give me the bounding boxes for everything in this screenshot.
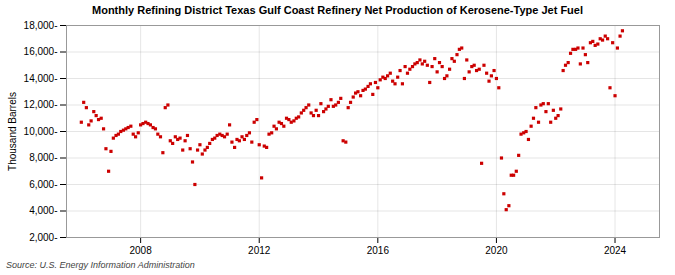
svg-text:Thousand Barrels: Thousand Barrels xyxy=(7,92,18,171)
svg-text:2,000-: 2,000- xyxy=(29,232,57,243)
html-text:Source: U.S. Energy Informatio: Source: U.S. Energy Information Administ… xyxy=(6,260,195,270)
svg-text:8,000-: 8,000- xyxy=(29,152,57,163)
svg-text:2024: 2024 xyxy=(604,245,627,256)
svg-text:6,000-: 6,000- xyxy=(29,179,57,190)
html-text:Monthly Refining District Texa: Monthly Refining District Texas Gulf Coa… xyxy=(92,4,583,16)
svg-text:2020: 2020 xyxy=(485,245,508,256)
svg-text:2012: 2012 xyxy=(248,245,271,256)
svg-text:2008: 2008 xyxy=(130,245,153,256)
svg-text:10,000-: 10,000- xyxy=(24,126,58,137)
svg-text:2016: 2016 xyxy=(367,245,390,256)
svg-text:16,000-: 16,000- xyxy=(24,46,58,57)
svg-text:18,000-: 18,000- xyxy=(24,20,58,31)
svg-text:4,000-: 4,000- xyxy=(29,205,57,216)
svg-text:14,000-: 14,000- xyxy=(24,73,58,84)
svg-text:12,000-: 12,000- xyxy=(24,99,58,110)
